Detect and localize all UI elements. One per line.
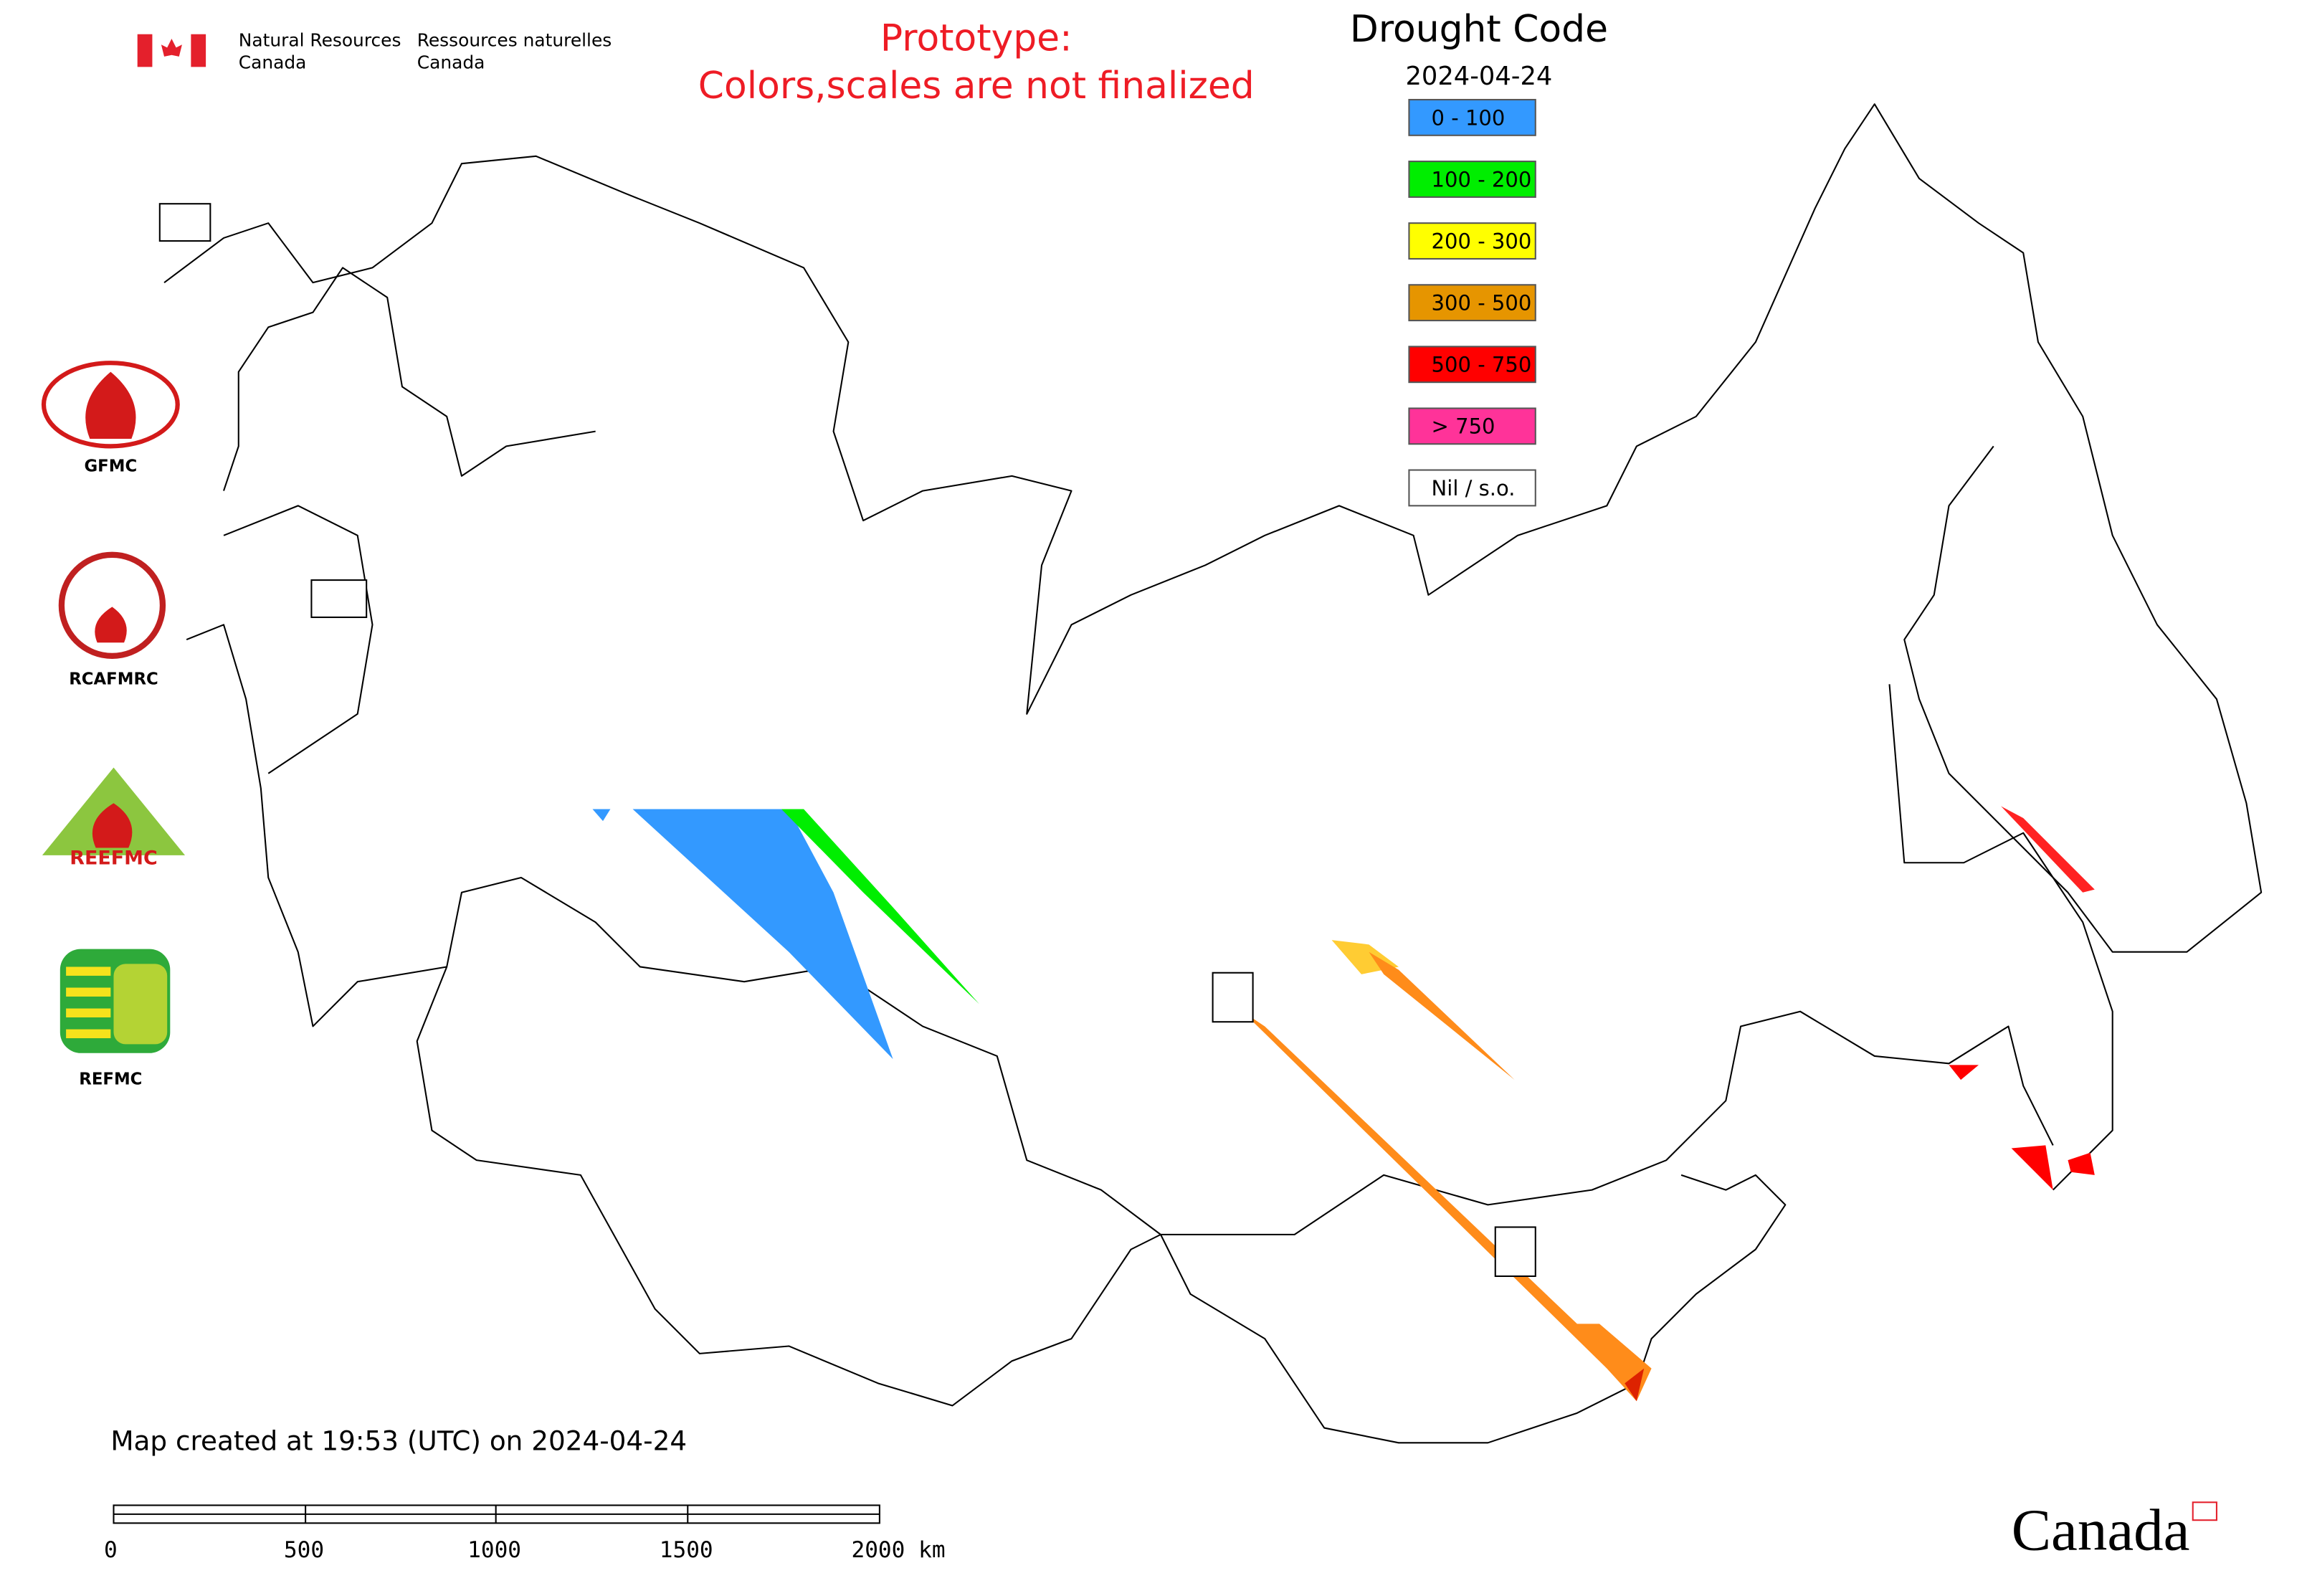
legend-swatch <box>1408 284 1536 322</box>
map-icon <box>1212 972 1254 1023</box>
scale-label: 1500 <box>660 1537 713 1563</box>
org-name: Natural Resources <box>239 29 401 50</box>
wordmark-flag <box>2192 1501 2217 1521</box>
scale-label: 0 <box>104 1537 118 1563</box>
scale-label: 2000 km <box>851 1537 945 1563</box>
legend-title: Drought Code <box>1350 8 1608 51</box>
legend-swatch <box>1408 98 1536 136</box>
wordmark: Canada <box>2012 1497 2190 1563</box>
map-icon <box>1494 1226 1536 1278</box>
legend-label: 200 - 300 <box>1432 229 1532 253</box>
created-note: Map created at 19:53 (UTC) on 2024-04-24 <box>110 1425 687 1457</box>
scale-bar <box>113 1504 880 1524</box>
flag-bar <box>137 34 153 67</box>
legend-swatch <box>1408 222 1536 260</box>
notice: Prototype: <box>880 17 1072 60</box>
legend-label: 0 - 100 <box>1432 105 1506 130</box>
legend-label: > 750 <box>1432 414 1495 439</box>
legend-date: 2024-04-24 <box>1406 62 1553 91</box>
legend-label: 300 - 500 <box>1432 291 1532 315</box>
notice: Colors,scales are not finalized <box>698 65 1255 108</box>
legend-label: 500 - 750 <box>1432 353 1532 377</box>
legend-swatch <box>1408 469 1536 507</box>
logo-gfmc: GFMC <box>41 361 180 476</box>
logo-rcafmrc: RCAFMRC <box>58 551 166 688</box>
legend: 0 - 100 100 - 200 200 - 300 300 - 500 500 - … <box>1408 98 1536 507</box>
logo-label: GFMC <box>84 457 137 476</box>
logo-reefmc: REEFMC <box>42 767 186 869</box>
scale-label: 1000 <box>467 1537 521 1563</box>
scale-label: 500 <box>284 1537 324 1563</box>
map-icon <box>158 203 211 242</box>
legend-swatch <box>1408 346 1536 384</box>
legend-label: 100 - 200 <box>1432 167 1532 191</box>
org-name: Ressources naturelles <box>417 29 612 50</box>
org-name: Canada <box>239 52 307 72</box>
map-icon <box>310 579 368 618</box>
logo-refmc: REFMC <box>60 949 171 1088</box>
flag-bar <box>191 34 206 67</box>
org-name: Canada <box>417 52 485 72</box>
logo-label: RCAFMRC <box>69 670 158 688</box>
legend-label: Nil / s.o. <box>1432 476 1516 500</box>
country-borders <box>163 103 2263 1444</box>
logo-label: REFMC <box>79 1070 142 1088</box>
drought-overlay <box>592 806 2095 1402</box>
flag-leaf <box>161 38 182 62</box>
logo-label: REEFMC <box>70 847 158 869</box>
legend-swatch <box>1408 407 1536 445</box>
legend-swatch <box>1408 161 1536 198</box>
